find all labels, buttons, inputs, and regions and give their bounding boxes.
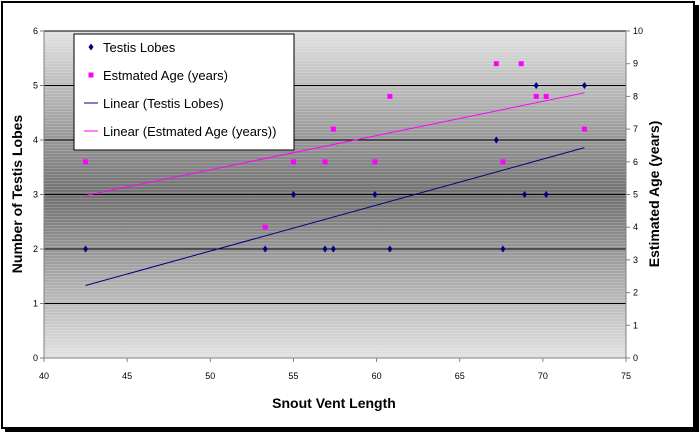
- x-tick-label: 60: [372, 371, 382, 381]
- data-point-age: [581, 126, 587, 132]
- data-point-age: [322, 159, 328, 165]
- x-tick-label: 45: [122, 371, 132, 381]
- data-point-age: [518, 61, 524, 67]
- data-point-lobes: [290, 191, 296, 198]
- x-tick-label: 50: [205, 371, 215, 381]
- y2-axis-title: Estimated Age (years): [646, 121, 662, 268]
- legend-label: Testis Lobes: [103, 40, 176, 55]
- data-point-age: [83, 159, 89, 165]
- data-point-lobes: [387, 245, 393, 253]
- y2-tick-label: 7: [633, 124, 638, 134]
- y2-tick-label: 3: [633, 255, 638, 265]
- data-point-lobes: [330, 245, 336, 253]
- y-tick-label: 5: [33, 81, 38, 91]
- x-tick-label: 75: [621, 371, 631, 381]
- y2-tick-label: 0: [633, 353, 638, 363]
- data-point-lobes: [322, 245, 328, 253]
- legend-swatch: [88, 72, 94, 78]
- data-point-age: [387, 93, 393, 99]
- legend: Testis Lobes Estmated Age (years) Linear (…: [73, 33, 295, 151]
- trendline-2: [85, 147, 585, 286]
- y2-tick-label: 4: [633, 222, 638, 232]
- legend-swatch: [88, 43, 94, 51]
- y2-tick-label: 5: [633, 190, 638, 200]
- x-tick-label: 55: [288, 371, 298, 381]
- legend-label: Linear (Testis Lobes): [103, 96, 224, 111]
- y-tick-label: 3: [33, 190, 38, 200]
- data-point-age: [262, 224, 268, 230]
- x-tick-label: 65: [455, 371, 465, 381]
- data-point-age: [500, 159, 506, 165]
- y-tick-label: 0: [33, 353, 38, 363]
- data-point-age: [372, 159, 378, 165]
- data-point-age: [330, 126, 336, 132]
- data-point-lobes: [543, 191, 549, 198]
- y2-tick-label: 2: [633, 288, 638, 298]
- y-axis-title: Number of Testis Lobes: [9, 115, 25, 274]
- y-tick-label: 2: [33, 244, 38, 254]
- data-point-age: [290, 159, 296, 165]
- legend-label: Estmated Age (years): [103, 68, 228, 83]
- data-markers: [83, 61, 587, 253]
- x-tick-label: 70: [538, 371, 548, 381]
- data-point-age: [543, 93, 549, 99]
- y-tick-label: 1: [33, 299, 38, 309]
- y2-tick-label: 6: [633, 157, 638, 167]
- data-point-lobes: [83, 245, 89, 253]
- data-point-lobes: [522, 191, 528, 198]
- y2-tick-label: 1: [633, 320, 638, 330]
- y-tick-label: 4: [33, 135, 38, 145]
- data-point-lobes: [372, 191, 378, 198]
- x-axis-title: Snout Vent Length: [272, 395, 396, 411]
- data-point-lobes: [493, 136, 499, 144]
- legend-label: Linear (Estmated Age (years)): [103, 124, 276, 139]
- data-point-lobes: [500, 245, 506, 253]
- data-point-age: [493, 61, 499, 67]
- y2-tick-label: 9: [633, 59, 638, 69]
- x-tick-label: 40: [39, 371, 49, 381]
- legend-box: [73, 33, 295, 151]
- data-point-lobes: [581, 82, 587, 89]
- y2-tick-label: 10: [633, 26, 643, 36]
- y2-tick-label: 8: [633, 91, 638, 101]
- data-point-age: [533, 93, 539, 99]
- y-tick-label: 6: [33, 26, 38, 36]
- data-point-lobes: [262, 245, 268, 253]
- trendline-3: [85, 92, 585, 196]
- data-point-lobes: [533, 82, 539, 89]
- trendlines: [85, 92, 585, 286]
